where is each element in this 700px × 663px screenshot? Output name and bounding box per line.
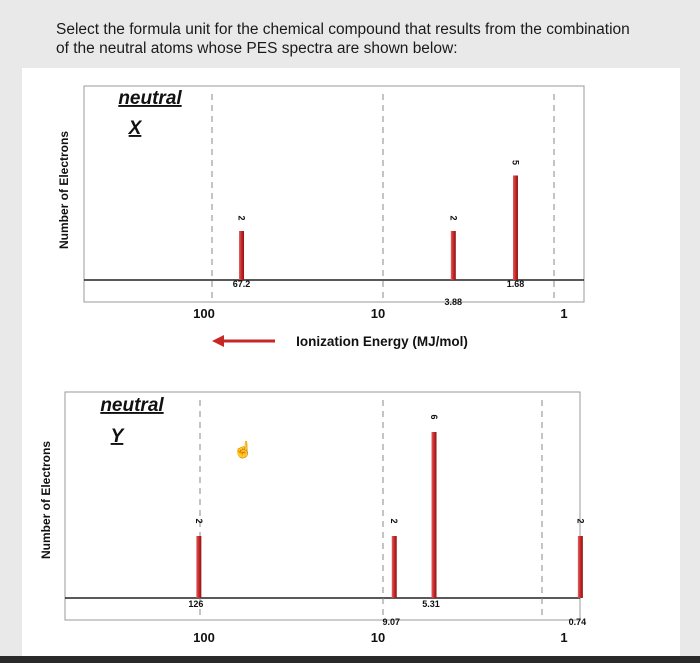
chart-2-y-axis-label: Number of Electrons	[39, 441, 53, 559]
chart-2-count-label: 6	[429, 414, 439, 419]
chart-1-x-tick-label: 10	[371, 306, 385, 321]
chart-2-bar	[196, 536, 202, 598]
chart-2-x-tick-label: 100	[193, 630, 215, 645]
chart-2-value-label: 126	[188, 599, 203, 609]
chart-2-x-tick-label: 1	[560, 630, 567, 645]
chart-2-count-label: 2	[389, 518, 399, 523]
chart-2-x-tick-label: 10	[371, 630, 385, 645]
chart-1-bar	[512, 175, 518, 280]
chart-1-x-tick-label: 100	[193, 306, 215, 321]
chart-2-title-symbol: Y	[111, 426, 126, 447]
chart-2-value-label: 9.07	[382, 617, 400, 627]
chart-1-title-word: neutral	[118, 88, 182, 109]
chart-1-value-label: 67.2	[233, 279, 251, 289]
chart-1-count-label: 2	[237, 215, 247, 220]
chart-1-title-symbol: X	[128, 118, 143, 139]
chart-2-title-word: neutral	[100, 395, 164, 416]
chart-1-bar	[239, 231, 245, 280]
chart-1-arrow-head	[212, 335, 224, 347]
chart-1-y-axis-label: Number of Electrons	[57, 131, 71, 249]
chart-1-count-label: 2	[448, 215, 458, 220]
chart-1-bar	[450, 231, 456, 280]
question-line-2: of the neutral atoms whose PES spectra a…	[56, 40, 458, 57]
chart-2-bar	[431, 432, 437, 598]
chart-2-bar	[391, 536, 397, 598]
chart-2-frame	[64, 391, 581, 621]
pes-figure	[22, 68, 680, 656]
chart-2-value-label: 5.31	[422, 599, 440, 609]
chart-1-value-label: 1.68	[507, 279, 525, 289]
chart-2-count-label: 2	[575, 518, 585, 523]
question-text: Select the formula unit for the chemical…	[56, 20, 686, 58]
hand-cursor-icon: ☝	[233, 440, 253, 459]
chart-1-x-tick-label: 1	[560, 306, 567, 321]
chart-2-count-label: 2	[194, 518, 204, 523]
chart-2-bar	[577, 536, 583, 598]
chart-1-count-label: 5	[510, 160, 520, 165]
question-line-1: Select the formula unit for the chemical…	[56, 21, 630, 38]
chart-1-frame	[83, 85, 585, 303]
chart-1-value-label: 3.88	[445, 297, 463, 307]
bottom-bar	[0, 656, 700, 663]
chart-1-x-axis-label: Ionization Energy (MJ/mol)	[296, 334, 468, 349]
chart-2-value-label: 0.74	[569, 617, 587, 627]
